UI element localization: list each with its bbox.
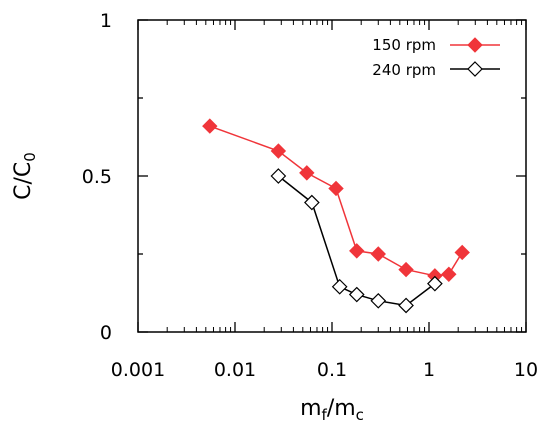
y-axis-title: C/C0 (11, 152, 39, 200)
data-point (299, 165, 315, 181)
data-point (427, 275, 443, 292)
legend-label-240-rpm: 240 rpm (372, 61, 436, 79)
x-tick-label: 1 (423, 359, 435, 381)
data-point (370, 246, 386, 262)
series-line (209, 125, 463, 277)
data-point (454, 244, 470, 261)
series-1 (270, 168, 443, 314)
x-axis-title-sep: /m (327, 396, 356, 421)
data-point (348, 286, 365, 303)
data-point (398, 297, 414, 314)
legend: 150 rpm 240 rpm (372, 36, 500, 79)
plot-frame (137, 19, 527, 333)
data-point (304, 194, 320, 211)
svg-text:C/C0: C/C0 (11, 152, 39, 200)
legend-marker-240-rpm (467, 61, 483, 77)
x-axis-title-sub: f (322, 406, 328, 424)
x-tick-label: 10 (514, 359, 538, 381)
data-point (370, 292, 387, 309)
y-tick-label: 1 (100, 10, 112, 32)
y-tick-label: 0 (100, 322, 112, 344)
x-tick-label: 0.01 (214, 359, 256, 381)
x-axis-title: mf/mc (300, 396, 364, 424)
y-axis-title-main: C/C (11, 162, 36, 200)
data-point (331, 278, 348, 295)
y-axis-title-sub: 0 (21, 152, 39, 162)
series-0 (202, 118, 470, 284)
axes: 0.001 0.01 0.1 1 10 0 0.5 1 (82, 10, 538, 381)
data-point (328, 180, 344, 197)
data-point (270, 143, 287, 159)
x-tick-label: 0.001 (111, 359, 165, 381)
series-line (277, 175, 436, 307)
data-point (202, 118, 218, 134)
y-tick-label: 0.5 (82, 166, 112, 188)
x-tick-label: 0.1 (317, 359, 347, 381)
legend-marker-150-rpm (467, 37, 483, 53)
data-point (270, 168, 287, 184)
x-axis-title-sub2: c (356, 406, 364, 424)
svg-text:mf/mc: mf/mc (300, 396, 364, 424)
series-layer (202, 118, 470, 314)
legend-label-150-rpm: 150 rpm (372, 36, 436, 54)
data-point (441, 266, 457, 282)
data-point (349, 243, 365, 259)
data-point (398, 261, 414, 278)
x-axis-title-main: m (300, 396, 321, 421)
